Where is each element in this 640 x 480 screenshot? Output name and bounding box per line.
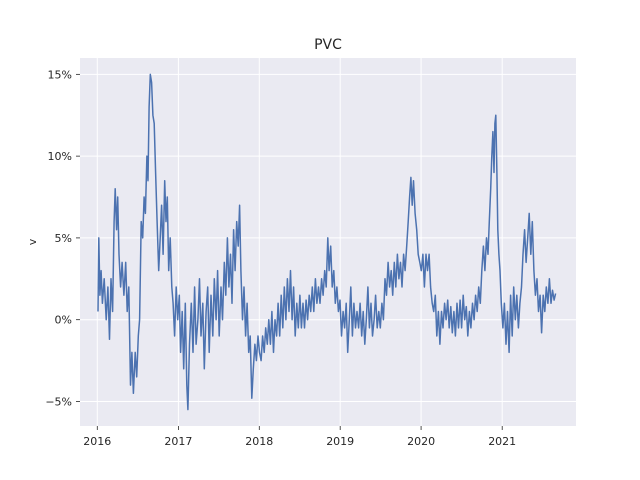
x-tick-label: 2018 bbox=[245, 435, 273, 448]
y-tick-label: 15% bbox=[48, 68, 72, 81]
series-layer bbox=[97, 73, 557, 411]
x-axis: 2016 2017 2018 2019 2020 2021 bbox=[83, 426, 516, 448]
y-tick-label: 0% bbox=[55, 314, 72, 327]
y-tick-label: 10% bbox=[48, 150, 72, 163]
y-tick-label: 5% bbox=[55, 232, 72, 245]
x-tick-label: 2017 bbox=[164, 435, 192, 448]
chart-title: PVC bbox=[314, 37, 342, 53]
series-line bbox=[97, 73, 557, 411]
y-axis: −5% 0% 5% 10% 15% bbox=[45, 68, 80, 408]
x-tick-label: 2016 bbox=[83, 435, 111, 448]
x-tick-label: 2021 bbox=[488, 435, 516, 448]
x-tick-label: 2019 bbox=[326, 435, 354, 448]
y-axis-label: v bbox=[26, 238, 39, 245]
x-tick-label: 2020 bbox=[407, 435, 435, 448]
y-tick-label: −5% bbox=[45, 395, 72, 408]
